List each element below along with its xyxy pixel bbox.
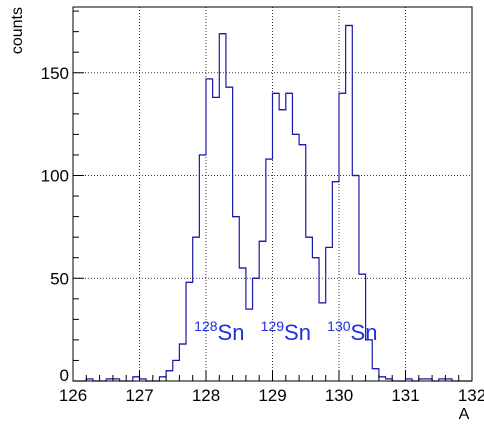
x-tick-label: 128 — [192, 386, 220, 405]
x-tick-label: 130 — [325, 386, 353, 405]
y-tick-label: 50 — [50, 269, 69, 288]
isotope-annotations: 128Sn 129Sn 130Sn — [194, 318, 377, 345]
isotope-label: 128Sn — [194, 318, 244, 345]
isotope-label: 129Sn — [261, 318, 311, 345]
x-tick-label: 129 — [258, 386, 286, 405]
x-tick-label: 132 — [458, 386, 484, 405]
y-tick-label: 100 — [41, 167, 69, 186]
grid-lines — [73, 7, 472, 381]
y-tick-label: 0 — [60, 366, 69, 385]
isotope-label: 130Sn — [327, 318, 377, 345]
axis-ticks — [72, 10, 473, 382]
x-tick-label: 127 — [125, 386, 153, 405]
tick-labels: 126 127 128 129 130 131 132 0 50 100 150 — [41, 64, 484, 405]
x-tick-label: 131 — [391, 386, 419, 405]
y-axis-title: counts — [9, 7, 26, 54]
x-tick-label: 126 — [59, 386, 87, 405]
x-axis-title: A — [459, 406, 470, 423]
y-tick-label: 150 — [41, 64, 69, 83]
